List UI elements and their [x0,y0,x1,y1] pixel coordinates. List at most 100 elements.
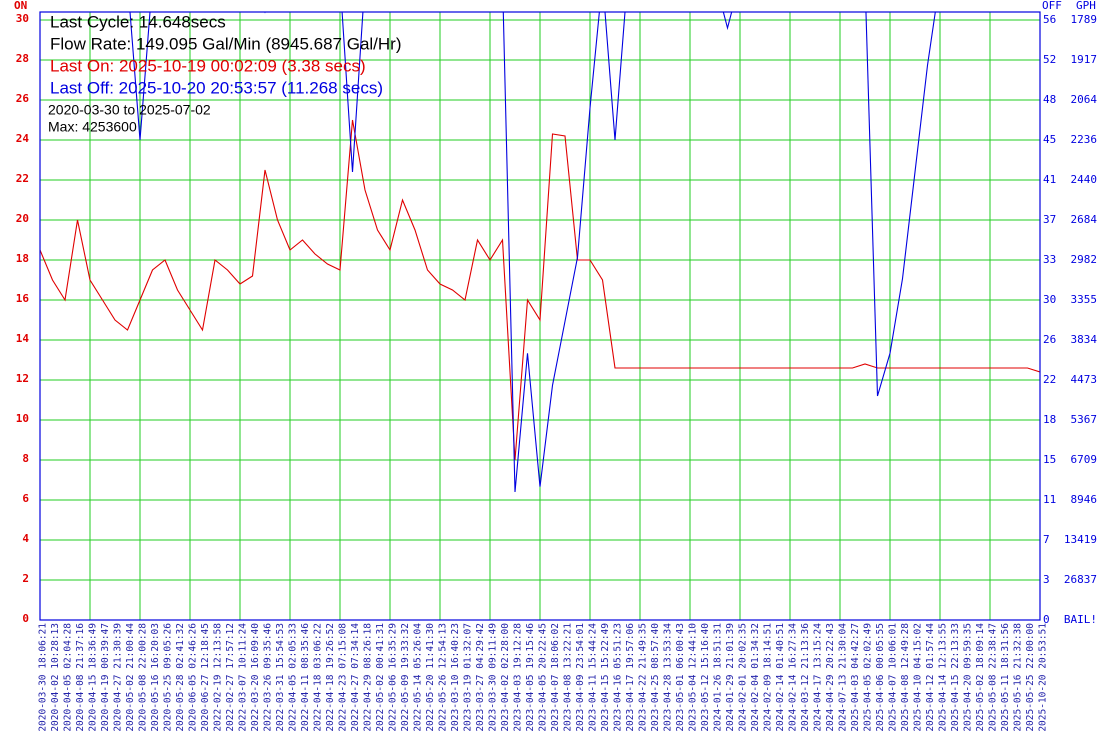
x-tick-label: 2023-04-02 02:28:00 [500,623,511,732]
x-tick-label: 2025-05-08 22:38:47 [988,623,999,732]
x-tick-label: 2025-04-15 22:13:33 [950,623,961,732]
x-tick-label: 2023-04-22 21:49:35 [638,623,649,732]
x-tick-label: 2023-04-28 13:53:34 [663,623,674,732]
x-tick-label: 2024-04-29 20:22:43 [825,623,836,732]
y2-tick-label: 33 [1043,253,1056,266]
y-tick-label: 8 [22,452,29,465]
plot-frame [39,11,1041,621]
x-tick-label: 2022-05-26 12:54:13 [438,623,449,732]
y2-tick-label: 0 [1043,613,1050,626]
x-tick-label: 2020-04-05 02:04:28 [63,623,74,732]
y-tick-label: 24 [16,132,30,145]
y3-tick-label: 5367 [1071,413,1098,426]
y3-tick-label: 2684 [1071,213,1098,226]
x-tick-label: 2022-04-18 03:06:22 [313,623,324,732]
x-tick-label: 2024-02-09 18:14:51 [763,623,774,732]
x-tick-label: 2023-04-25 08:57:40 [650,623,661,732]
x-tick-label: 2025-04-14 12:13:55 [938,623,949,732]
labels: ON OFF GPH Last Cycle: 14.648secs Flow R… [14,0,1097,732]
y2-tick-label: 45 [1043,133,1056,146]
x-tick-label: 2025-04-10 04:15:02 [913,623,924,732]
y-tick-label: 0 [22,612,29,625]
x-tick-label: 2025-05-02 18:09:14 [975,623,986,732]
annotation: Last Off: 2025-10-20 20:53:57 (11.268 se… [50,78,383,97]
x-tick-label: 2023-04-05 19:15:46 [525,623,536,732]
y3-tick-label: 2064 [1071,93,1098,106]
y-tick-label: 2 [22,572,29,585]
y-tick-label: 6 [22,492,29,505]
x-tick-label: 2022-03-07 10:11:24 [238,623,249,732]
x-tick-label: 2024-04-17 13:15:24 [813,623,824,732]
x-tick-label: 2022-03-20 16:09:40 [250,623,261,732]
annotation: Last On: 2025-10-19 00:02:09 (3.38 secs) [50,56,366,75]
x-tick-label: 2025-05-11 18:31:56 [1000,623,1011,732]
x-tick-label: 2024-01-29 21:01:39 [725,623,736,732]
x-tick-label: 2020-06-27 12:18:45 [200,623,211,732]
x-tick-label: 2023-04-16 05:51:23 [613,623,624,732]
x-tick-label: 2025-04-12 01:57:44 [925,623,936,732]
x-tick-label: 2022-02-27 17:57:12 [225,623,236,732]
x-tick-label: 2022-05-09 19:33:32 [400,623,411,732]
x-tick-label: 2023-03-19 01:32:07 [463,623,474,732]
x-tick-label: 2025-05-16 21:32:38 [1013,623,1024,732]
y-tick-label: 18 [16,252,29,265]
x-tick-label: 2023-05-12 15:16:40 [700,623,711,732]
x-tick-label: 2025-04-05 02:02:49 [863,623,874,732]
y2-tick-label: 37 [1043,213,1056,226]
y2-tick-label: 26 [1043,333,1056,346]
y3-tick-label: 2982 [1071,253,1098,266]
y2-tick-label: 41 [1043,173,1056,186]
x-tick-label: 2022-02-19 12:13:58 [213,623,224,732]
y3-tick-label: 13419 [1064,533,1097,546]
x-tick-label: 2022-05-14 05:26:04 [413,623,424,732]
x-tick-label: 2022-04-29 08:26:18 [363,623,374,732]
x-tick-label: 2023-03-10 16:40:23 [450,623,461,732]
x-tick-label: 2024-01-26 18:51:31 [713,623,724,732]
x-tick-label: 2020-05-28 02:41:32 [175,623,186,732]
x-tick-label: 2023-04-17 19:57:06 [625,623,636,732]
x-tick-label: 2025-05-25 22:00:00 [1025,623,1036,732]
y2-tick-label: 3 [1043,573,1050,586]
y3-tick-label: 8946 [1071,493,1098,506]
x-tick-label: 2022-04-27 07:34:14 [350,623,361,732]
y3-tick-label: 1917 [1071,53,1098,66]
y-tick-label: 10 [16,412,29,425]
x-tick-label: 2020-04-27 21:30:39 [113,623,124,732]
x-tick-label: 2023-04-05 20:22:45 [538,623,549,732]
annotation: Flow Rate: 149.095 Gal/Min (8945.687 Gal… [50,34,402,53]
x-tick-label: 2022-03-26 09:35:46 [263,623,274,732]
x-tick-label: 2020-05-25 09:05:26 [163,623,174,732]
annotation: Max: 4253600 [48,119,137,135]
x-tick-label: 2023-04-09 23:54:01 [575,623,586,732]
y-tick-label: 14 [16,332,30,345]
series-line [129,12,936,493]
y3-tick-label: 2236 [1071,133,1098,146]
x-tick-label: 2023-04-07 18:06:02 [550,623,561,732]
x-tick-label: 2025-04-03 04:42:27 [850,623,861,732]
x-tick-label: 2020-05-08 22:00:28 [138,623,149,732]
y-tick-label: 30 [16,12,29,25]
x-tick-label: 2023-03-27 04:29:42 [475,623,486,732]
x-tick-label: 2020-04-02 10:28:13 [50,623,61,732]
y3-axis-label: GPH [1076,0,1096,12]
x-tick-label: 2025-04-08 12:49:28 [900,623,911,732]
y2-tick-label: 56 [1043,13,1056,26]
x-tick-label: 2025-04-07 10:06:01 [888,623,899,732]
x-tick-label: 2023-04-15 15:22:49 [600,623,611,732]
y-tick-label: 4 [22,532,29,545]
x-tick-label: 2022-04-05 02:05:33 [288,623,299,732]
y-tick-label: 28 [16,52,29,65]
x-tick-label: 2022-04-23 07:15:08 [338,623,349,732]
y2-tick-label: 48 [1043,93,1056,106]
x-tick-label: 2020-06-05 02:46:26 [188,623,199,732]
y-tick-label: 22 [16,172,29,185]
x-tick-label: 2023-03-30 09:11:49 [488,623,499,732]
x-tick-label: 2020-04-15 18:36:49 [88,623,99,732]
y2-tick-label: 7 [1043,533,1050,546]
x-tick-label: 2022-05-02 00:41:31 [375,623,386,732]
y3-tick-label: 3834 [1071,333,1098,346]
x-tick-label: 2022-04-11 08:35:46 [300,623,311,732]
grid [40,12,1040,620]
